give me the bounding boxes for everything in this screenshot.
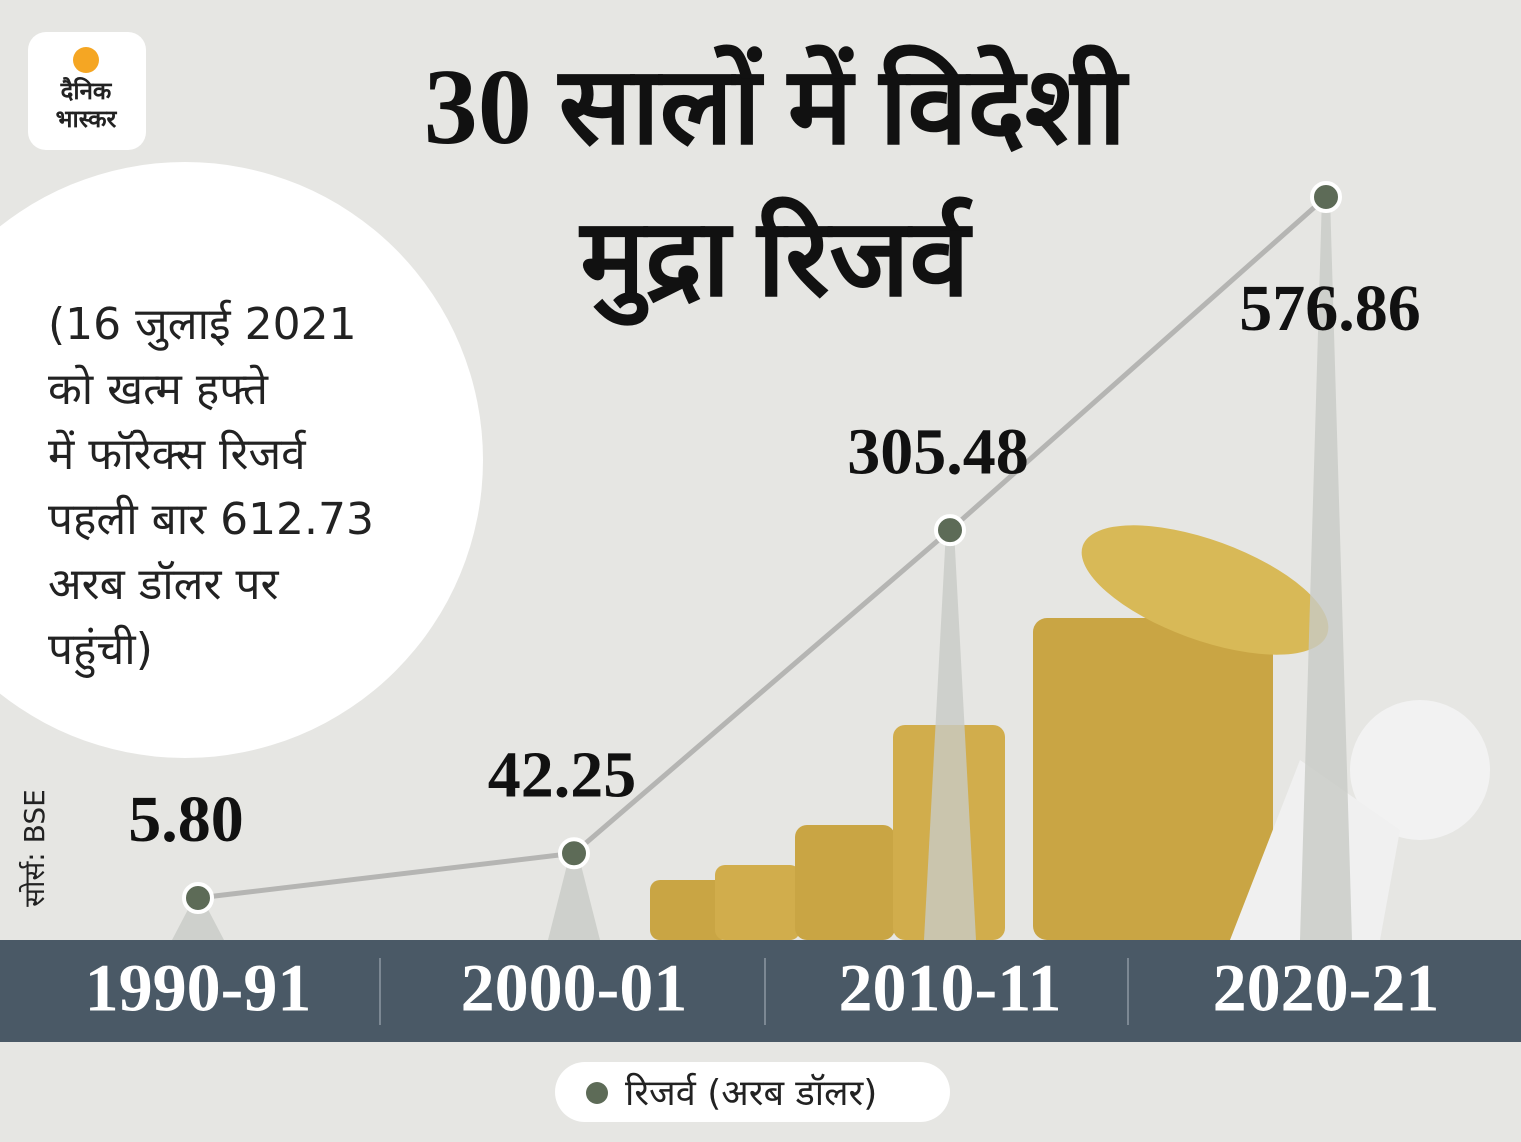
figure-head: [1350, 700, 1490, 840]
series-line: [197, 195, 1328, 901]
legend: [555, 1062, 950, 1122]
value-label: 42.25: [488, 738, 637, 811]
annotation: को खत्म हफ्ते: [48, 364, 269, 415]
category-band: [0, 940, 1521, 1042]
point: [1310, 181, 1342, 213]
source: सोर्स: BSE: [18, 789, 51, 907]
legend-marker: [586, 1082, 608, 1104]
note-circle: [0, 162, 483, 758]
x-tick-label: 2000-01: [461, 950, 688, 1026]
point: [934, 514, 966, 547]
logo-text: भास्कर: [56, 105, 118, 133]
beam: [924, 530, 976, 940]
logo-text: दैनिक: [60, 77, 113, 105]
chart-title: 30 सालों में विदेशी: [424, 44, 1131, 167]
chart-title: मुद्रा रिजर्व: [578, 196, 973, 326]
annotation: में फॉरेक्स रिजर्व: [48, 429, 307, 480]
coin: [1081, 525, 1329, 655]
beam: [548, 853, 600, 940]
annotation: पहली बार 612.73: [48, 494, 374, 545]
logo-sun: [73, 47, 99, 73]
annotation: अरब डॉलर पर: [48, 559, 279, 610]
coin-stack: [1033, 618, 1273, 940]
beam: [1300, 197, 1352, 940]
value-label: 5.80: [128, 783, 244, 856]
beam: [172, 898, 224, 940]
annotation: (16 जुलाई 2021: [48, 299, 357, 351]
legend-label: रिजर्व (अरब डॉलर): [625, 1072, 877, 1114]
coin-stack: [650, 880, 730, 940]
logo-box: [28, 32, 146, 150]
x-tick-label: 2010-11: [839, 950, 1062, 1026]
coin-stack: [715, 865, 800, 940]
value-label: 576.86: [1239, 272, 1421, 345]
coin-stack: [795, 825, 895, 940]
value-label: 305.48: [847, 415, 1029, 488]
x-tick-label: 2020-21: [1213, 950, 1440, 1026]
annotation: पहुंची): [48, 624, 153, 678]
point: [182, 882, 214, 914]
point: [558, 837, 590, 870]
x-tick-label: 1990-91: [85, 950, 312, 1026]
